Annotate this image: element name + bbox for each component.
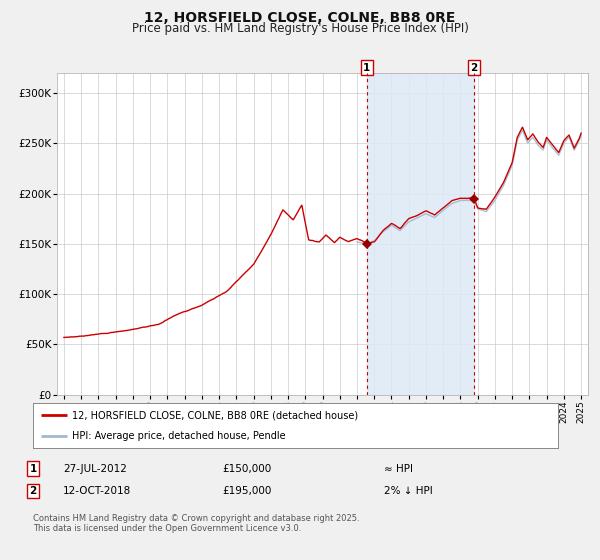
- Text: ≈ HPI: ≈ HPI: [384, 464, 413, 474]
- Text: 1: 1: [29, 464, 37, 474]
- Text: 12, HORSFIELD CLOSE, COLNE, BB8 0RE: 12, HORSFIELD CLOSE, COLNE, BB8 0RE: [145, 11, 455, 25]
- Text: 12, HORSFIELD CLOSE, COLNE, BB8 0RE (detached house): 12, HORSFIELD CLOSE, COLNE, BB8 0RE (det…: [73, 410, 359, 421]
- Text: £195,000: £195,000: [222, 486, 271, 496]
- Text: 2: 2: [470, 63, 478, 73]
- Text: Contains HM Land Registry data © Crown copyright and database right 2025.
This d: Contains HM Land Registry data © Crown c…: [33, 514, 359, 534]
- Text: HPI: Average price, detached house, Pendle: HPI: Average price, detached house, Pend…: [73, 431, 286, 441]
- Text: 12-OCT-2018: 12-OCT-2018: [63, 486, 131, 496]
- Text: £150,000: £150,000: [222, 464, 271, 474]
- Text: 27-JUL-2012: 27-JUL-2012: [63, 464, 127, 474]
- Text: 1: 1: [363, 63, 370, 73]
- Text: 2: 2: [29, 486, 37, 496]
- Text: Price paid vs. HM Land Registry's House Price Index (HPI): Price paid vs. HM Land Registry's House …: [131, 22, 469, 35]
- Text: 2% ↓ HPI: 2% ↓ HPI: [384, 486, 433, 496]
- Bar: [367, 73, 474, 395]
